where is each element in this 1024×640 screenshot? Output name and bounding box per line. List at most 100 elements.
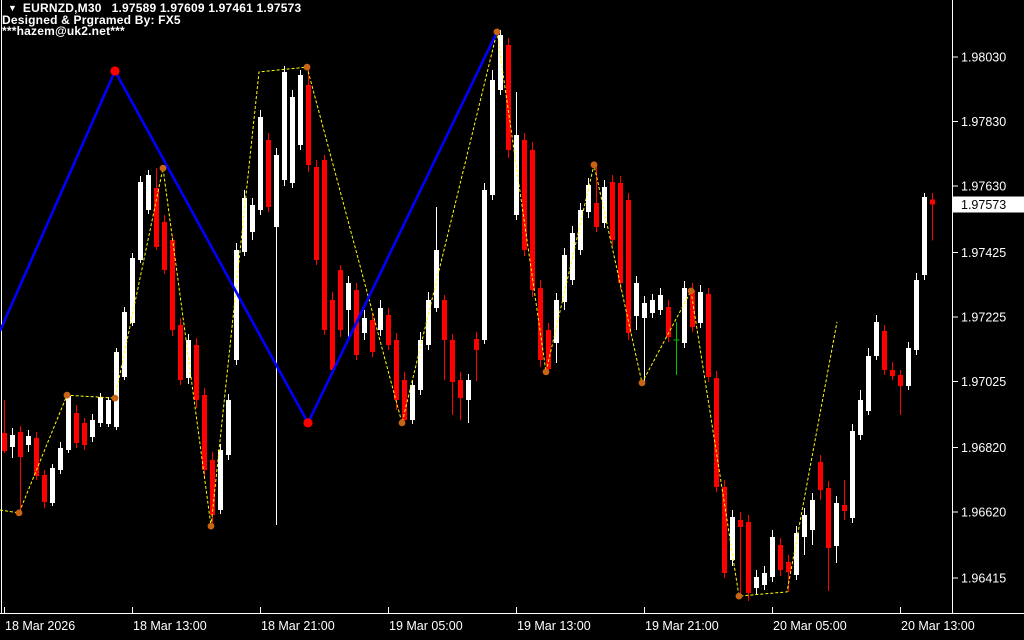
zigzag-pivot-dot — [159, 164, 167, 172]
bear-candle-body — [930, 199, 935, 205]
time-tick-label: 20 Mar 05:00 — [773, 619, 847, 633]
ohlc-values-label: 1.97589 1.97609 1.97461 1.97573 — [111, 1, 302, 15]
bull-candle-body — [922, 197, 927, 276]
price-tick-label: 1.97630 — [961, 180, 1006, 194]
bull-candle-body — [682, 288, 687, 343]
bull-candle-body — [298, 75, 303, 146]
chart-title-block: ▼ EURNZD,M30 1.97589 1.97609 1.97461 1.9… — [2, 2, 301, 37]
bull-candle-body — [906, 348, 911, 387]
bear-candle-body — [626, 200, 631, 333]
bear-candle-body — [370, 320, 375, 352]
bull-candle-body — [794, 532, 799, 576]
bear-candle-body — [314, 167, 319, 260]
bull-candle-body — [634, 282, 639, 317]
bear-candle-body — [522, 140, 527, 250]
bull-candle-body — [138, 181, 143, 260]
bull-candle-body — [834, 502, 839, 547]
bear-candle-body — [194, 345, 199, 400]
time-tick-label: 19 Mar 13:00 — [517, 619, 591, 633]
bear-candle-body — [714, 378, 719, 488]
zigzag-pivot-dot — [63, 391, 71, 399]
bull-candle-body — [730, 517, 735, 560]
bull-candle-body — [410, 385, 415, 420]
bull-candle-body — [698, 291, 703, 323]
price-tick-label: 1.97425 — [961, 246, 1006, 260]
bull-candle-body — [242, 198, 247, 252]
zigzag-pivot-dot — [207, 522, 215, 530]
bull-candle-body — [114, 351, 119, 428]
bull-candle-body — [802, 515, 807, 538]
yellow-zigzag-line — [0, 31, 838, 597]
bear-candle-body — [618, 182, 623, 283]
bear-candle-body — [594, 202, 599, 228]
zigzag-pivot-dot — [15, 509, 23, 517]
bull-candle-body — [658, 295, 663, 310]
symbol-timeframe-label: EURNZD,M30 — [22, 1, 102, 15]
bull-candle-body — [226, 400, 231, 456]
bear-candle-body — [170, 240, 175, 330]
bear-candle-body — [82, 422, 87, 446]
bear-candle-body — [458, 380, 463, 399]
price-tick-label: 1.96820 — [961, 441, 1006, 455]
current-price-value: 1.97573 — [961, 198, 1006, 212]
bull-candle-body — [66, 396, 71, 450]
bull-candle-body — [482, 190, 487, 340]
bull-candle-body — [98, 397, 103, 423]
bear-candle-body — [442, 300, 447, 340]
bear-candle-body — [74, 412, 79, 443]
chart-marker-icon[interactable]: ▼ — [8, 3, 17, 13]
indicator-watermark-line1: Designed & Prgramed By: FX5 — [2, 13, 181, 27]
bear-candle-body — [450, 340, 455, 382]
bull-candle-body — [554, 300, 559, 343]
bull-candle-body — [770, 537, 775, 578]
bear-candle-body — [706, 293, 711, 378]
bear-candle-body — [898, 375, 903, 387]
bull-candle-body — [122, 311, 127, 378]
bear-candle-body — [546, 330, 551, 369]
bear-candle-body — [2, 432, 7, 451]
bear-candle-body — [394, 340, 399, 400]
time-tick-label: 19 Mar 21:00 — [645, 619, 719, 633]
bull-candle-body — [810, 500, 815, 530]
bear-candle-body — [890, 370, 895, 377]
bull-candle-body — [570, 232, 575, 280]
bull-candle-body — [914, 280, 919, 350]
major-pivot-dot — [303, 418, 313, 428]
bull-candle-body — [642, 302, 647, 319]
bear-candle-body — [402, 380, 407, 420]
bear-candle-body — [882, 331, 887, 370]
bear-candle-body — [786, 561, 791, 572]
zigzag-pivot-dot — [687, 287, 695, 295]
bull-candle-body — [218, 450, 223, 510]
bull-candle-body — [754, 577, 759, 589]
bear-candle-body — [818, 461, 823, 490]
bull-candle-body — [106, 400, 111, 424]
bull-candle-body — [602, 187, 607, 223]
time-tick-label: 18 Mar 13:00 — [133, 619, 207, 633]
bear-candle-body — [42, 475, 47, 502]
bull-candle-body — [650, 300, 655, 313]
bull-candle-body — [866, 356, 871, 411]
bear-candle-body — [202, 395, 207, 470]
bull-candle-body — [426, 300, 431, 346]
bear-candle-body — [666, 307, 671, 338]
bear-candle-body — [538, 288, 543, 360]
zigzag-pivot-dot — [398, 419, 406, 427]
time-tick-label: 20 Mar 13:00 — [901, 619, 975, 633]
bull-candle-body — [850, 431, 855, 519]
blue-zigzag-line — [0, 31, 499, 426]
bull-candle-body — [282, 71, 287, 180]
bull-candle-body — [146, 175, 151, 210]
bear-candle-body — [610, 181, 615, 240]
bull-candle-body — [586, 185, 591, 212]
bear-candle-body — [506, 45, 511, 151]
price-tick-label: 1.97225 — [961, 310, 1006, 324]
current-price-tag — [953, 196, 1024, 213]
bull-candle-body — [562, 255, 567, 302]
bear-candle-body — [474, 339, 479, 350]
bull-candle-body — [762, 572, 767, 586]
bull-candle-body — [50, 468, 55, 503]
